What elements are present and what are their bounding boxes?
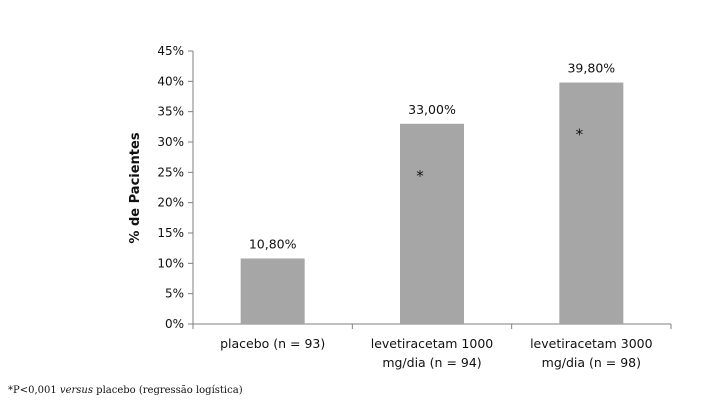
significance-asterisk: * xyxy=(416,167,424,185)
y-axis-title: % de Pacientes xyxy=(128,132,143,243)
y-tick-label: 20% xyxy=(157,196,184,210)
data-label: 33,00% xyxy=(408,102,456,117)
y-tick-label: 5% xyxy=(165,287,184,301)
y-tick-label: 10% xyxy=(157,256,184,270)
footnote-prefix: *P<0,001 xyxy=(8,385,60,396)
bar xyxy=(400,123,464,324)
footnote-italic: versus xyxy=(59,385,93,396)
chart-canvas: 0% 5% 10% 15% 20% 25% 30% 35% 40% 45% 10,80% 33,00… xyxy=(128,44,672,370)
y-tick-label: 40% xyxy=(157,74,184,88)
bars xyxy=(240,82,624,325)
y-tick-label: 45% xyxy=(157,44,184,58)
x-axis xyxy=(192,323,672,329)
bar xyxy=(559,82,624,325)
y-tick-label: 0% xyxy=(165,317,184,331)
data-label: 39,80% xyxy=(567,61,615,76)
category-label: levetiracetam 1000 xyxy=(371,336,494,351)
y-tick-label: 15% xyxy=(157,226,184,240)
footnote: *P<0,001 versus placebo (regressão logís… xyxy=(8,385,243,396)
y-tick-label: 25% xyxy=(157,165,184,179)
category-labels: placebo (n = 93) levetiracetam 1000 mg/dia… xyxy=(220,336,653,370)
category-label: mg/dia (n = 94) xyxy=(382,355,481,370)
bar xyxy=(240,258,305,324)
y-tick-label: 30% xyxy=(157,135,184,149)
data-label: 10,80% xyxy=(249,236,297,251)
category-label: mg/dia (n = 98) xyxy=(542,355,641,370)
category-label: levetiracetam 3000 xyxy=(530,336,653,351)
y-axis: 0% 5% 10% 15% 20% 25% 30% 35% 40% 45% xyxy=(157,44,194,331)
footnote-suffix: placebo (regressão logística) xyxy=(92,385,243,396)
y-tick-label: 35% xyxy=(157,105,184,119)
significance-asterisk: * xyxy=(576,126,584,144)
category-label: placebo (n = 93) xyxy=(220,336,325,351)
data-labels: 10,80% 33,00% * 39,80% * xyxy=(249,61,615,252)
